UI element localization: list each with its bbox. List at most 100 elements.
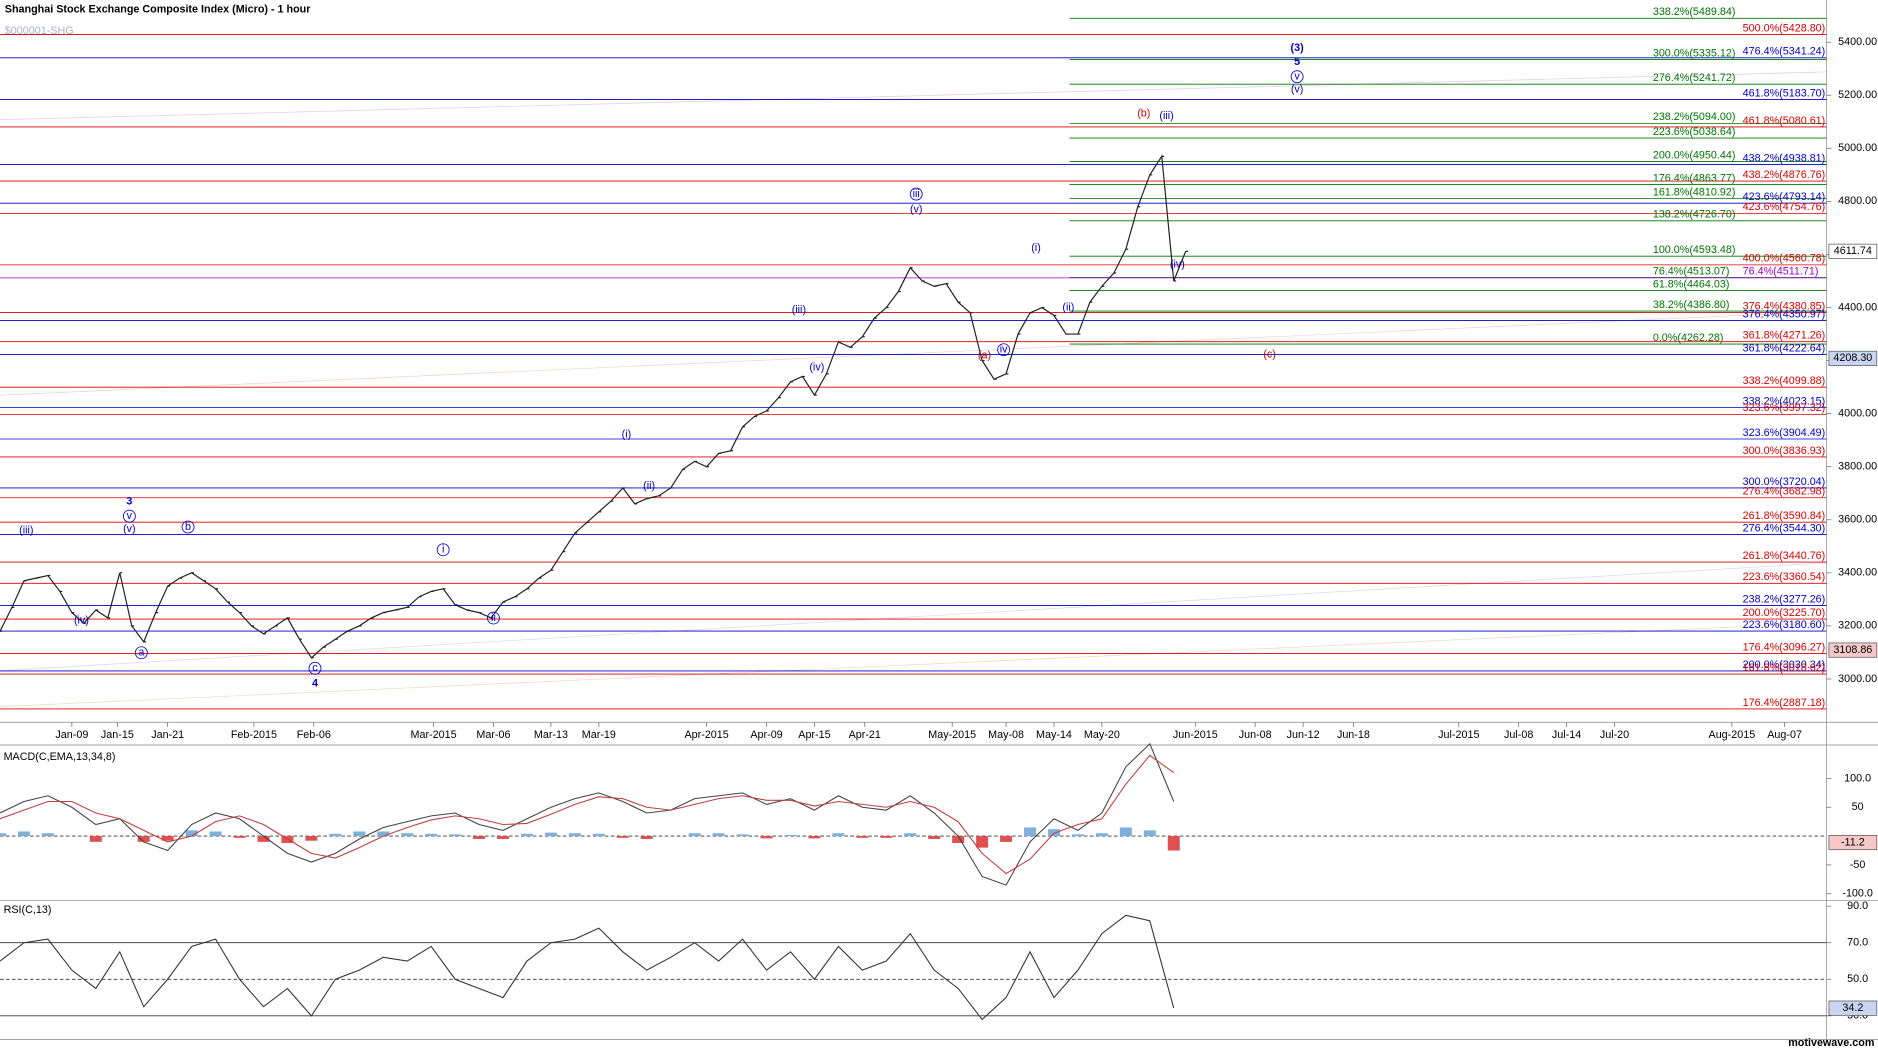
y-tick-label: 4000.00 [1838,407,1877,419]
wave-label: (ii) [1062,302,1074,314]
fib-label: 223.6%(3180.60) [1743,619,1826,631]
x-tick-label: Jun-2015 [1173,729,1218,741]
x-tick-label: Jun-08 [1239,729,1272,741]
wave-circle [997,343,1011,357]
y-tick-label: 4800.00 [1838,195,1877,207]
wave-label: b [185,521,191,533]
histogram-bar [1071,834,1084,837]
fib-label: 176.4%(4863.77) [1653,172,1736,184]
histogram-bar [904,833,917,837]
wave-circle [308,661,322,675]
fib-label: 0.0%(4262.28) [1653,332,1724,344]
fib-label: 261.8%(3590.84) [1743,510,1826,522]
y-tick-label: -100.0 [1842,888,1873,900]
x-tick-label: May-2015 [928,729,976,741]
fib-label: 276.4%(5241.72) [1653,72,1736,84]
wave-label: (iv) [809,362,824,374]
x-tick-label: Apr-21 [849,729,881,741]
wave-circle [436,543,450,557]
fib-label: 423.6%(4793.14) [1743,191,1826,203]
fib-label: 376.4%(4350.97) [1743,308,1826,320]
x-tick-label: Mar-06 [476,729,510,741]
histogram-bar [1167,836,1180,851]
histogram-bar [377,831,390,837]
fib-label: 161.8%(4810.92) [1653,186,1736,198]
fib-label: 138.2%(4726.70) [1653,209,1736,221]
x-tick-label: Aug-07 [1767,729,1802,741]
histogram-bar [425,833,438,837]
y-tick-label: 3400.00 [1838,567,1877,579]
histogram-bar [616,836,629,838]
x-tick-label: Feb-2015 [231,729,277,741]
fib-label: 476.4%(5341.24) [1743,46,1826,58]
x-tick-label: Jul-20 [1600,729,1629,741]
x-tick-label: Jan-21 [151,729,184,741]
histogram-bar [784,834,797,837]
wave-label: iv [1000,344,1008,356]
histogram-bar [449,834,462,837]
fib-label: 200.0%(3030.34) [1743,659,1826,671]
fib-label: 461.8%(5080.61) [1743,115,1826,127]
wave-circle [487,611,500,625]
y-tick-label: 5400.00 [1838,36,1877,48]
histogram-bar [880,836,893,838]
histogram-bar [952,836,965,844]
histogram-bar [401,833,414,837]
wave-label: (iii) [19,524,33,536]
x-tick-label: Feb-06 [297,729,331,741]
last-value-box [1828,1000,1878,1016]
fib-label: 38.2%(4386.80) [1653,299,1730,311]
fib-label: 323.6%(3904.49) [1743,427,1826,439]
fib-label: 361.8%(4222.64) [1743,342,1826,354]
histogram-bar [1095,833,1108,837]
fib-label: 61.8%(4464.03) [1653,278,1730,290]
fib-label: 100.0%(4593.48) [1653,244,1736,256]
fib-label: 176.4%(3096.27) [1743,641,1826,653]
histogram-bar [233,836,246,838]
y-tick-label: 3000.00 [1838,673,1877,685]
x-tick-label: Aug-2015 [1709,729,1756,741]
last-value-box [1828,642,1878,658]
y-tick-label: 100.0 [1844,772,1871,784]
x-tick-label: Mar-13 [534,729,568,741]
y-tick-label: -50 [1850,859,1866,871]
price-line [0,154,1187,659]
fib-label: 461.8%(5183.70) [1743,87,1826,99]
histogram-bar [808,836,821,839]
wave-label: (b) [1137,108,1150,120]
histogram-bar [209,831,222,837]
histogram-bar [568,833,581,837]
y-tick-label: 3200.00 [1838,620,1877,632]
wave-label: iii [913,188,920,200]
fib-label: 361.8%(4271.26) [1743,330,1826,342]
macd-title: MACD(C,EMA,13,34,8) [4,751,116,763]
histogram-bar [353,831,366,837]
wave-label: (v) [1291,84,1304,96]
x-tick-label: May-14 [1036,729,1072,741]
y-tick-label: 90.0 [1847,900,1868,912]
histogram-bar [928,836,941,839]
fib-label: 176.4%(2887.18) [1743,697,1826,709]
x-tick-label: Jul-2015 [1438,729,1479,741]
histogram-bar [976,836,989,848]
x-tick-label: Mar-2015 [411,729,457,741]
fib-label: 161.8%(3018.62) [1743,662,1826,674]
last-value-label: 4611.74 [1834,245,1872,257]
wave-label: c [312,662,318,674]
fib-label: 300.0%(3720.04) [1743,476,1826,488]
wave-label: 5 [1294,56,1300,68]
fib-label: 338.2%(4023.15) [1743,395,1826,407]
chart-title: Shanghai Stock Exchange Composite Index … [5,3,311,15]
fib-label: 276.4%(3682.98) [1743,486,1826,498]
fib-label: 300.0%(3836.93) [1743,445,1826,457]
x-tick-label: May-20 [1084,729,1120,741]
wave-label: (i) [1031,242,1041,254]
histogram-bar [1024,827,1037,837]
x-tick-label: Jun-18 [1337,729,1370,741]
histogram-bar [0,833,6,837]
wave-label: (iii) [792,304,806,316]
histogram-bar [712,833,725,837]
fib-label: 223.6%(3360.54) [1743,571,1826,583]
